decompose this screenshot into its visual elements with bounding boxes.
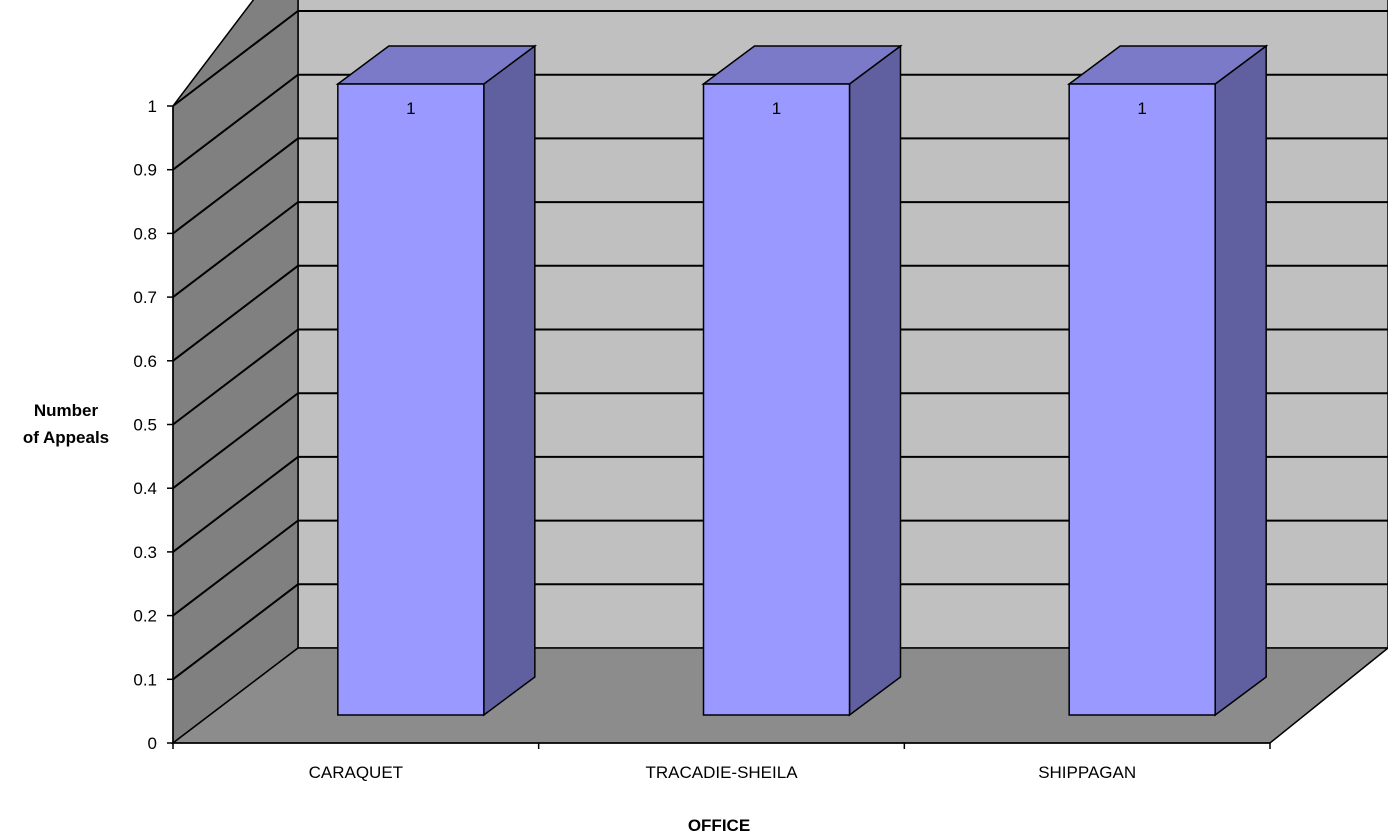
data-label: 1 bbox=[1137, 99, 1146, 118]
x-axis-title: OFFICE bbox=[688, 816, 750, 835]
data-label: 1 bbox=[406, 99, 415, 118]
data-labels: 1 1 1 bbox=[406, 99, 1147, 118]
y-tick-label: 0.6 bbox=[133, 352, 157, 371]
y-tick-label: 0.4 bbox=[133, 479, 157, 498]
x-category-label: CARAQUET bbox=[309, 763, 403, 782]
y-tick-labels: 0 0.1 0.2 0.3 0.4 0.5 0.6 0.7 0.8 0.9 1 bbox=[133, 97, 157, 753]
axes bbox=[167, 105, 1271, 749]
gridline bbox=[172, 201, 1388, 298]
y-axis-title-line-1: Number bbox=[34, 401, 99, 420]
bar-side bbox=[848, 44, 902, 717]
gridline bbox=[172, 10, 1388, 107]
y-tick-label: 0 bbox=[148, 734, 157, 753]
x-category-label: TRACADIE-SHEILA bbox=[645, 763, 798, 782]
x-category-labels: CARAQUET TRACADIE-SHEILA SHIPPAGAN bbox=[309, 763, 1137, 782]
y-tick-label: 0.2 bbox=[133, 607, 157, 626]
y-tick-label: 0.5 bbox=[133, 416, 157, 435]
gridline bbox=[172, 583, 1388, 681]
gridline bbox=[172, 137, 1388, 235]
y-tick-label: 0.1 bbox=[133, 670, 157, 689]
gridline bbox=[172, 392, 1388, 489]
bar-side bbox=[483, 44, 536, 717]
bar bbox=[337, 83, 485, 716]
bars bbox=[335, 44, 1269, 717]
bar bbox=[702, 83, 851, 716]
x-category-label: SHIPPAGAN bbox=[1038, 763, 1136, 782]
gridline bbox=[172, 519, 1388, 617]
y-tick-label: 0.8 bbox=[133, 224, 157, 243]
gridlines bbox=[172, 10, 1388, 681]
y-tick-label: 0.7 bbox=[133, 288, 157, 307]
gridline bbox=[172, 328, 1388, 426]
gridline bbox=[172, 73, 1388, 171]
gridline bbox=[172, 264, 1388, 362]
gridline bbox=[172, 455, 1388, 553]
bar-side bbox=[1214, 44, 1267, 717]
y-tick-label: 0.9 bbox=[133, 161, 157, 180]
data-label: 1 bbox=[772, 99, 781, 118]
bar bbox=[1068, 83, 1216, 716]
y-tick-label: 0.3 bbox=[133, 543, 157, 562]
y-tick-label: 1 bbox=[148, 97, 157, 116]
y-axis-title-line-2: of Appeals bbox=[23, 428, 109, 447]
